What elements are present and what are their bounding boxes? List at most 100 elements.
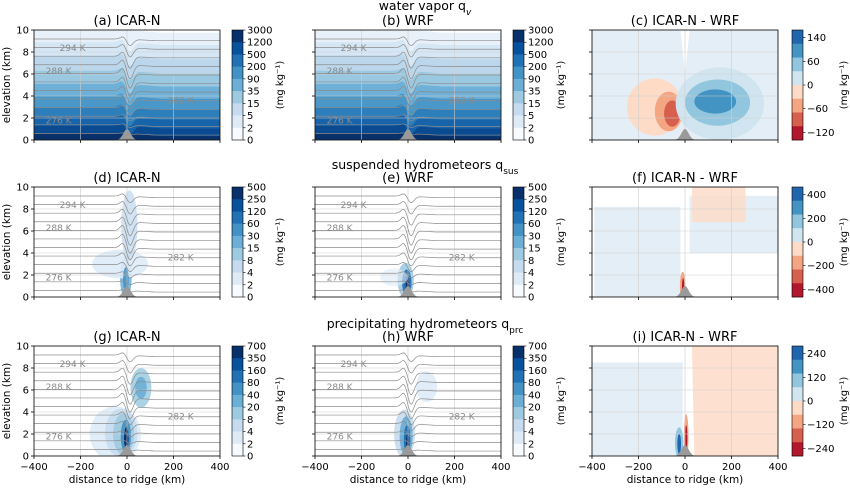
colorbar-segment xyxy=(232,235,243,249)
isentrope-label-288: 288 K xyxy=(327,67,354,77)
colorbar-frame xyxy=(231,29,244,141)
colorbar-segment xyxy=(792,57,803,72)
colorbar-tick-label: 0 xyxy=(528,452,534,463)
isentrope-line xyxy=(315,216,501,237)
isentrope-line xyxy=(315,252,501,267)
colorbar-tick-label: 40 xyxy=(247,390,260,401)
colorbar-segment xyxy=(513,260,524,273)
colorbar-segment xyxy=(232,370,243,383)
colorbar-segment xyxy=(792,214,803,229)
diff-contour xyxy=(685,425,688,452)
isentrope-line xyxy=(34,243,220,261)
isentrope-line xyxy=(315,411,501,426)
colorbar-segment xyxy=(792,359,803,374)
colorbar-segment xyxy=(513,187,524,200)
isentrope-line xyxy=(315,114,501,122)
colorbar-segment xyxy=(792,387,803,402)
diff-contour xyxy=(691,346,778,456)
colorbar-tick-label: 120 xyxy=(247,207,266,218)
colorbar-tick-label: 3000 xyxy=(247,26,272,37)
colorbar-tick-label: 60 xyxy=(528,219,541,230)
colorbar-tick-label: 20 xyxy=(247,403,260,414)
colorbar-tick-label: 0 xyxy=(807,238,813,249)
colorbar-segment xyxy=(513,91,524,104)
colorbar-segment xyxy=(513,223,524,237)
colorbar-frame xyxy=(231,186,244,298)
y-tick-label: 0 xyxy=(23,452,29,463)
x-tick-label: −200 xyxy=(625,462,652,473)
colorbar-segment xyxy=(232,346,243,359)
colorbar-segment xyxy=(792,228,803,243)
isentrope-line xyxy=(315,95,501,110)
colorbar-tick-label: 15 xyxy=(528,244,541,255)
colorbar-tick-label: 90 xyxy=(528,74,541,85)
colorbar-segment xyxy=(232,284,243,298)
colorbar-tick-label: 2 xyxy=(528,439,534,450)
colorbar-frame xyxy=(512,186,525,298)
colorbar-segment xyxy=(232,419,243,432)
colorbar-tick-label: 35 xyxy=(247,87,260,98)
x-tick-label: 0 xyxy=(682,462,688,473)
colorbar-tick-label: 240 xyxy=(807,349,826,360)
colorbar-segment xyxy=(513,284,524,298)
isentrope-line xyxy=(315,439,501,444)
colorbar-tick-label: 1200 xyxy=(247,38,272,49)
isentrope-line xyxy=(34,384,220,405)
diff-contour xyxy=(594,206,681,297)
colorbar-segment xyxy=(513,211,524,224)
colorbar-tick-label: 40 xyxy=(528,390,541,401)
colorbar-segment xyxy=(513,115,524,129)
isentrope-label-288: 288 K xyxy=(46,383,73,393)
colorbar-tick-label: 140 xyxy=(807,33,826,44)
colorbar-label: (mg kg⁻¹) xyxy=(275,61,286,110)
colorbar-tick-label: 0 xyxy=(247,452,253,463)
y-tick-label: 4 xyxy=(23,408,29,419)
colorbar-segment xyxy=(792,98,803,113)
isentrope-line xyxy=(34,216,220,237)
panel-qprc-2: −400 −200 0 200 400 distance to ridge (km) (i)… xyxy=(578,330,850,486)
y-tick-label: 2 xyxy=(23,430,29,441)
colorbar-tick-label: −240 xyxy=(807,444,834,455)
colorbar-segment xyxy=(513,66,524,80)
colorbar-segment xyxy=(792,187,803,202)
colorbar-tick-label: 0 xyxy=(807,397,813,408)
x-tick-label: 200 xyxy=(722,462,741,473)
colorbar-tick-label: 160 xyxy=(528,366,547,377)
y-tick-label: 8 xyxy=(23,205,29,216)
isentrope-line xyxy=(34,59,220,80)
colorbar-tick-label: 200 xyxy=(247,62,266,73)
colorbar-segment xyxy=(513,78,524,92)
panel-title: (h) WRF xyxy=(382,330,434,345)
isentrope-line xyxy=(34,208,220,226)
row-title: precipitating hydrometeors qprc xyxy=(327,316,524,336)
colorbar-tick-label: 2 xyxy=(247,280,253,291)
colorbar-frame xyxy=(231,345,244,457)
plot-area xyxy=(592,30,778,140)
isentrope-line xyxy=(34,392,220,413)
plot-area xyxy=(592,187,778,297)
isentrope-label-282: 282 K xyxy=(449,97,476,107)
isentrope-line xyxy=(315,51,501,69)
colorbar-segment xyxy=(792,71,803,86)
x-axis-label: distance to ridge (km) xyxy=(69,474,186,486)
isentrope-label-276: 276 K xyxy=(327,117,354,127)
terrain xyxy=(113,129,141,140)
colorbar-segment xyxy=(792,43,803,58)
y-tick-label: 0 xyxy=(23,293,29,304)
colorbar-tick-label: 15 xyxy=(528,99,541,110)
plot-area: 294 K 288 K 282 K 276 K xyxy=(34,187,220,297)
colorbar-tick-label: 0 xyxy=(247,136,253,147)
isentrope-line xyxy=(34,439,220,444)
colorbar-segment xyxy=(513,235,524,249)
colorbar-tick-label: 160 xyxy=(247,366,266,377)
colorbar-tick-label: 5 xyxy=(528,111,534,122)
isentrope-line xyxy=(315,375,501,396)
isentrope-label-276: 276 K xyxy=(46,274,73,284)
